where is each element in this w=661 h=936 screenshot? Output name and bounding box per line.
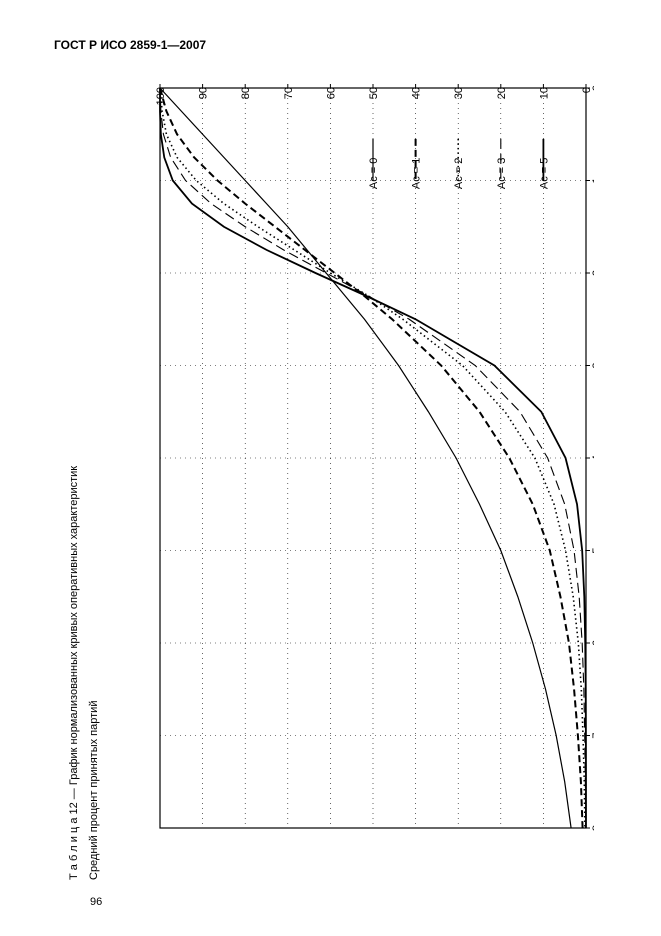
figure: Т а б л и ц а 12 — График нормализованны… — [90, 80, 610, 880]
svg-text:Ac = 3: Ac = 3 — [496, 158, 508, 190]
svg-text:60: 60 — [325, 87, 337, 99]
svg-text:70: 70 — [283, 87, 295, 99]
svg-text:3: 3 — [591, 362, 594, 368]
page-number: 96 — [90, 896, 102, 908]
svg-text:1: 1 — [591, 177, 594, 183]
y-axis-label: Средний процент принятых партий — [88, 80, 100, 880]
svg-text:Ac = 5: Ac = 5 — [538, 158, 550, 190]
svg-text:40: 40 — [411, 87, 423, 99]
svg-text:7: 7 — [591, 732, 594, 738]
svg-text:2: 2 — [591, 270, 594, 276]
svg-text:0: 0 — [591, 85, 594, 91]
svg-text:Ac = 1: Ac = 1 — [411, 158, 423, 190]
svg-text:Ac = 0: Ac = 0 — [368, 158, 380, 190]
svg-text:10: 10 — [538, 87, 550, 99]
document-header: ГОСТ Р ИСО 2859-1—2007 — [54, 38, 607, 52]
figure-caption: Т а б л и ц а 12 — График нормализованны… — [68, 80, 80, 880]
oc-curves-chart: 0102030405060708090100012345678Представл… — [134, 84, 594, 874]
svg-text:90: 90 — [198, 87, 210, 99]
svg-text:Ac = 2: Ac = 2 — [453, 158, 465, 190]
svg-text:8: 8 — [591, 825, 594, 831]
svg-text:80: 80 — [240, 87, 252, 99]
svg-text:6: 6 — [591, 640, 594, 646]
svg-text:5: 5 — [591, 547, 594, 553]
svg-text:30: 30 — [453, 87, 465, 99]
svg-text:50: 50 — [368, 87, 380, 99]
svg-text:4: 4 — [591, 455, 594, 461]
svg-text:20: 20 — [496, 87, 508, 99]
